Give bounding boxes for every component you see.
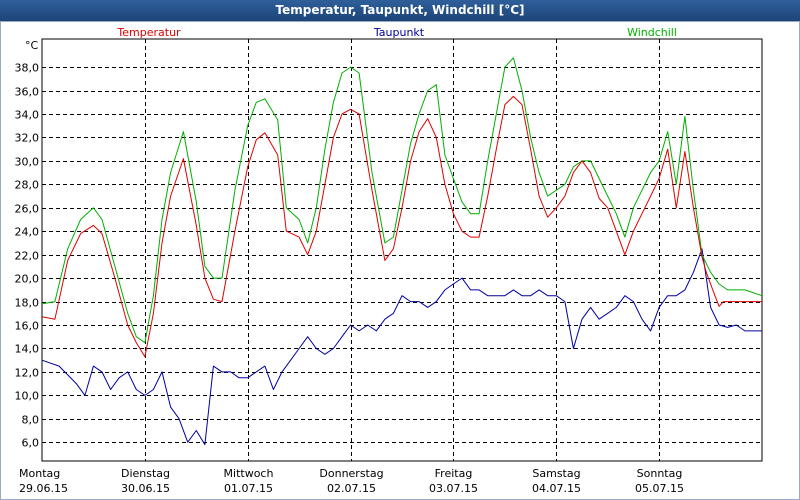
series-line-temperatur: [41, 95, 762, 358]
y-tick-label: 12,0: [15, 367, 40, 380]
series-line-windchill: [41, 57, 763, 344]
y-tick-label: 14,0: [15, 343, 40, 356]
x-day-label: Freitag: [435, 467, 473, 480]
y-axis-unit: °C: [25, 39, 39, 52]
chart-svg: 6,0 8,0 10,0 12,0 14,0 16,0 18,0 20,0 22,0 24,0 26…: [15, 26, 763, 495]
y-tick-label: 26,0: [15, 203, 40, 216]
y-tick-label: 30,0: [15, 156, 40, 169]
y-tick-label: 28,0: [15, 179, 40, 192]
legend-entry: Temperatur: [116, 26, 181, 39]
y-tick-label: 38,0: [15, 62, 40, 75]
plot-area: [41, 38, 763, 462]
x-day-label: Montag: [19, 467, 60, 480]
x-day-label: Donnerstag: [319, 467, 383, 480]
x-date-label: 29.06.15: [19, 482, 68, 495]
y-tick-label: 22,0: [15, 250, 40, 263]
x-day-label: Mittwoch: [224, 467, 274, 480]
chart-title: Temperatur, Taupunkt, Windchill [°C]: [0, 0, 800, 22]
y-tick-label: 20,0: [15, 273, 40, 286]
y-tick-label: 36,0: [15, 86, 40, 99]
y-tick-label: 24,0: [15, 226, 40, 239]
series-line-taupunkt: [41, 248, 762, 446]
x-date-label: 04.07.15: [532, 482, 581, 495]
y-tick-label: 6,0: [22, 437, 40, 450]
x-day-label: Samstag: [532, 467, 580, 480]
x-day-label: Dienstag: [121, 467, 170, 480]
y-tick-label: 32,0: [15, 132, 40, 145]
x-date-label: 03.07.15: [429, 482, 478, 495]
legend-entry: Taupunkt: [373, 26, 425, 39]
x-date-label: 02.07.15: [327, 482, 376, 495]
y-tick-label: 18,0: [15, 297, 40, 310]
x-date-label: 05.07.15: [635, 482, 684, 495]
legend-entry: Windchill: [627, 26, 677, 39]
x-date-label: 30.06.15: [121, 482, 170, 495]
x-day-label: Sonntag: [637, 467, 683, 480]
chart-frame: 6,0 8,0 10,0 12,0 14,0 16,0 18,0 20,0 22,0 24,0 26…: [0, 21, 800, 500]
y-tick-label: 10,0: [15, 390, 40, 403]
y-tick-label: 16,0: [15, 320, 40, 333]
y-tick-label: 8,0: [22, 414, 40, 427]
y-tick-label: 34,0: [15, 109, 40, 122]
x-date-label: 01.07.15: [224, 482, 273, 495]
